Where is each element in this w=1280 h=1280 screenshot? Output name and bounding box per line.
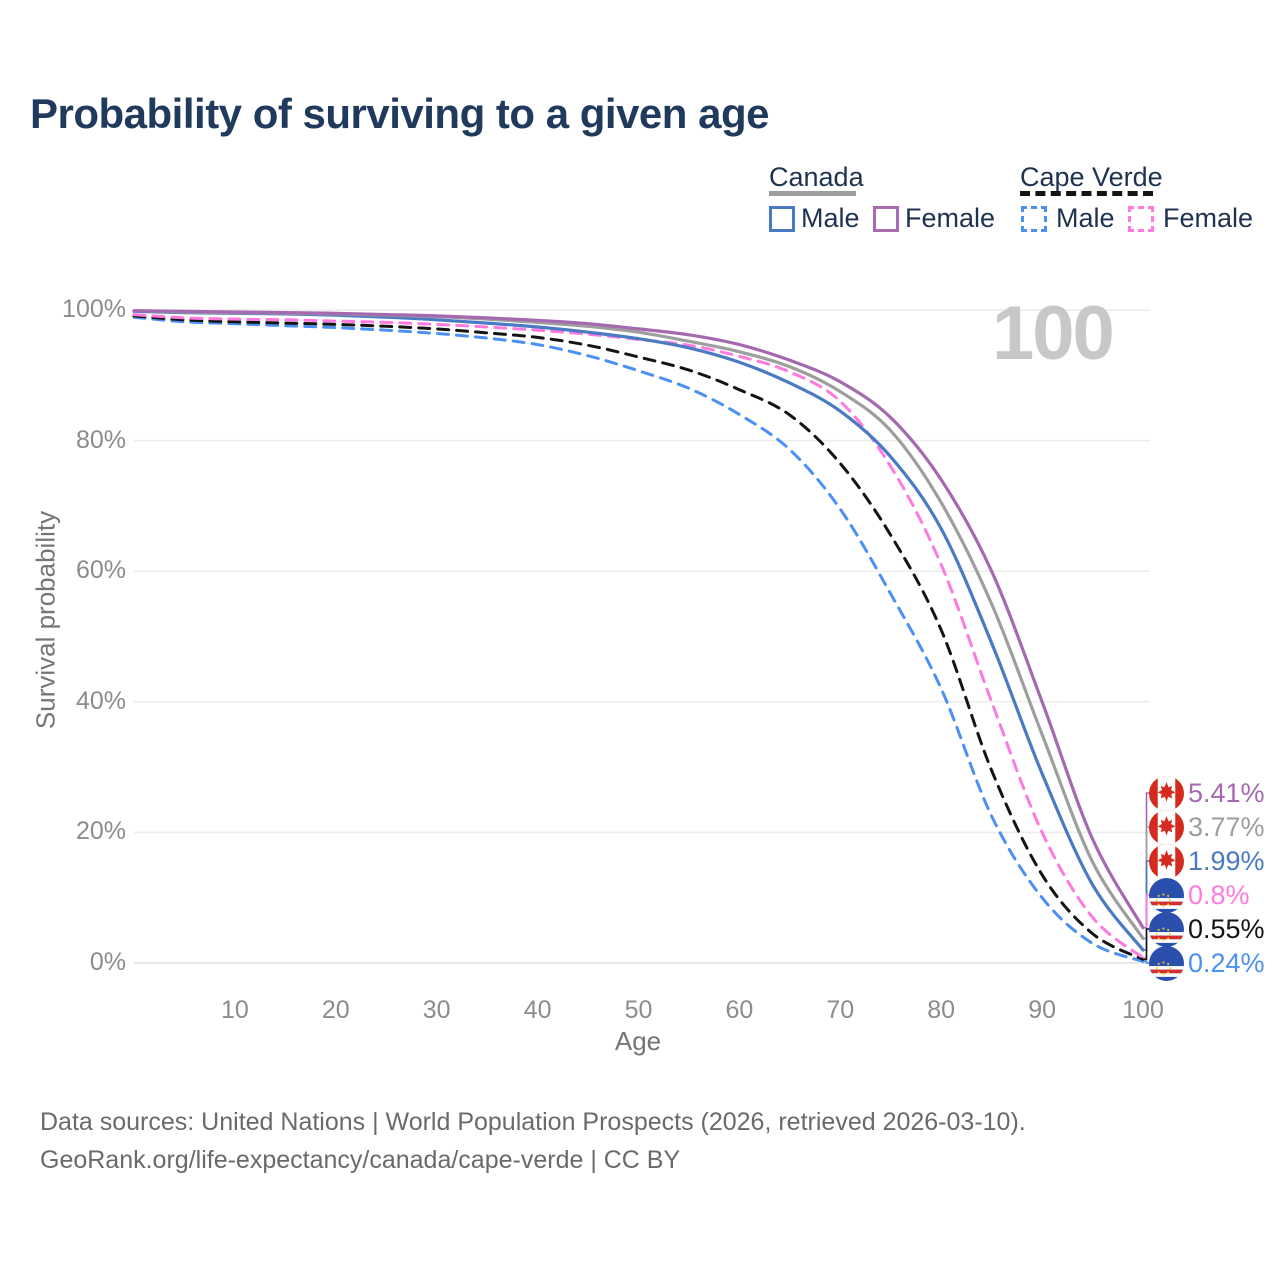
x-tick-60: 60 (725, 996, 754, 1024)
data-sources-text: Data sources: United Nations | World Pop… (40, 1108, 1026, 1136)
x-tick-20: 20 (321, 996, 350, 1024)
curve-canada-both (132, 309, 1145, 940)
end-value-canada-male: 1.99% (1188, 845, 1265, 876)
end-value-capeverde-male: 0.24% (1188, 947, 1265, 978)
y-tick-20: 20% (75, 817, 126, 846)
age-watermark: 100 (992, 291, 1115, 376)
y-axis-title: Survival probability (30, 510, 61, 730)
legend-label-capeverde-male[interactable]: Male (1056, 203, 1115, 233)
curve-capeverde-female (132, 313, 1145, 960)
end-label-canada-both: 3.77% (1149, 809, 1265, 845)
legend-checkbox-capeverde-male[interactable] (1021, 206, 1047, 232)
x-tick-90: 90 (1028, 996, 1056, 1024)
source-url-link[interactable]: GeoRank.org/life-expectancy/canada/cape-… (40, 1146, 681, 1174)
x-tick-40: 40 (523, 996, 552, 1024)
end-label-capeverde-female: 0.8% (1149, 877, 1250, 913)
end-label-canada-female: 5.41% (1149, 775, 1265, 811)
gridlines (134, 309, 1150, 964)
curve-capeverde-male (132, 315, 1145, 963)
y-tick-40: 40% (75, 686, 126, 715)
legend-capeverde-line-sample (1020, 191, 1153, 196)
x-tick-30: 30 (422, 996, 451, 1024)
legend-checkbox-canada-female[interactable] (873, 206, 899, 232)
connector-capeverde-male (1143, 960, 1150, 964)
end-value-capeverde-both: 0.55% (1188, 913, 1265, 944)
end-label-canada-male: 1.99% (1149, 843, 1265, 879)
end-value-canada-both: 3.77% (1188, 811, 1265, 842)
page-title: Probability of surviving to a given age (30, 90, 769, 137)
legend-canada-line-sample (769, 191, 856, 196)
x-tick-100: 100 (1122, 996, 1164, 1024)
canada-flag-icon (1149, 775, 1184, 811)
legend-label-capeverde-female[interactable]: Female (1163, 203, 1254, 233)
canada-flag-icon (1149, 809, 1184, 845)
curve-canada-male (132, 309, 1145, 952)
x-tick-50: 50 (624, 996, 653, 1024)
legend-group-canada-label: Canada (769, 162, 864, 192)
x-tick-10: 10 (220, 996, 249, 1024)
end-label-capeverde-male: 0.24% (1149, 945, 1265, 981)
connector-capeverde-female (1143, 894, 1150, 959)
end-label-connectors (1143, 792, 1150, 964)
capeverde-flag-icon (1149, 911, 1184, 947)
capeverde-flag-icon (1149, 945, 1184, 981)
curve-capeverde-both (132, 314, 1145, 961)
y-tick-100: 100% (62, 295, 126, 323)
end-value-canada-female: 5.41% (1188, 777, 1265, 808)
x-axis-title: Age (614, 1026, 662, 1056)
y-tick-80: 80% (75, 425, 126, 454)
legend-label-canada-male[interactable]: Male (801, 203, 860, 233)
end-value-capeverde-female: 0.8% (1188, 879, 1250, 910)
canada-flag-icon (1149, 843, 1184, 879)
legend-group-capeverde-label: Cape Verde (1020, 162, 1163, 192)
y-tick-0: 0% (89, 948, 126, 976)
x-tick-70: 70 (826, 996, 855, 1024)
legend-checkbox-canada-male[interactable] (769, 206, 795, 232)
legend-label-canada-female[interactable]: Female (905, 203, 996, 233)
legend-checkbox-capeverde-female[interactable] (1128, 206, 1154, 232)
x-tick-80: 80 (927, 996, 956, 1024)
curves (132, 309, 1145, 963)
capeverde-flag-icon (1149, 877, 1184, 913)
curve-canada-female (132, 309, 1145, 930)
connector-capeverde-both (1143, 928, 1150, 961)
end-label-capeverde-both: 0.55% (1149, 911, 1265, 947)
y-tick-60: 60% (75, 556, 126, 585)
